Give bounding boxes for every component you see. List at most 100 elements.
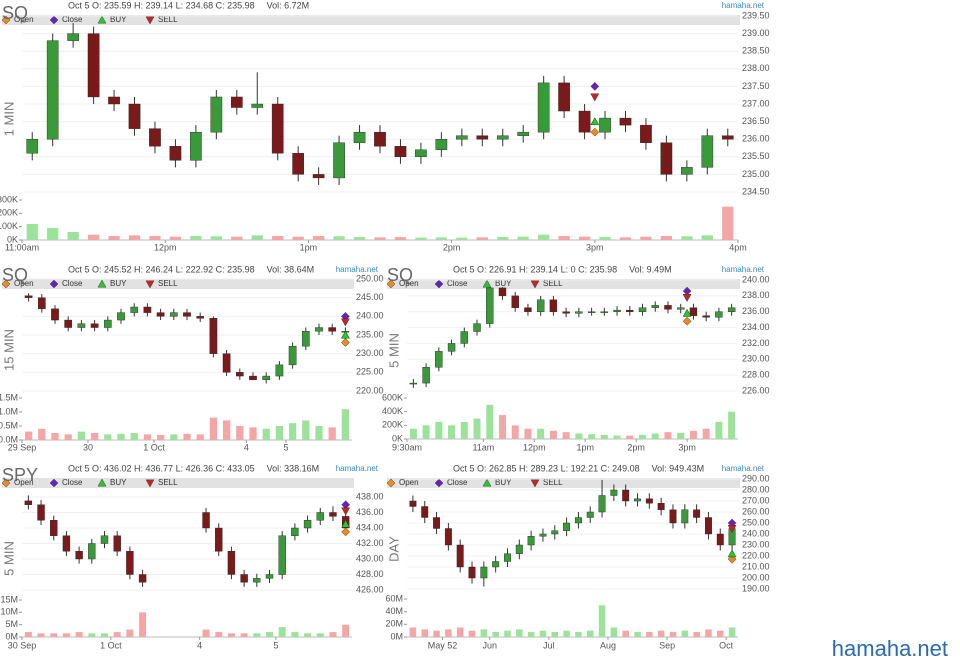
volume-bar <box>480 629 488 637</box>
x-tick-label: May 52 <box>428 640 458 650</box>
volume-bar <box>702 428 710 439</box>
candle-body <box>486 287 494 324</box>
candle-body <box>64 319 73 328</box>
volume-bar <box>456 237 468 240</box>
candle-body <box>46 40 59 140</box>
volume-bar <box>613 435 621 439</box>
volume-bar <box>415 237 427 240</box>
volume-bar <box>128 235 141 240</box>
volume-bar <box>104 434 112 440</box>
candle-body <box>235 372 244 377</box>
volume-bar <box>468 630 476 637</box>
volume-bar <box>651 433 659 439</box>
candle-body <box>515 544 523 555</box>
legend-label: Open <box>14 15 34 24</box>
y-tick-label: 434.00 <box>356 522 384 532</box>
candle-body <box>292 153 304 175</box>
legend-icon <box>530 479 540 488</box>
volume-label: Vol: 38.64M <box>267 264 315 274</box>
candle-body <box>634 498 641 502</box>
signal-open <box>682 316 692 326</box>
y-tick-label: 428.00 <box>356 569 384 579</box>
candle-body <box>253 578 261 583</box>
volume-bar <box>143 434 152 440</box>
volume-bar <box>169 236 182 240</box>
legend-icon <box>49 279 59 289</box>
volume-bar <box>619 237 632 240</box>
volume-bar <box>693 631 700 637</box>
candle-body <box>113 535 121 552</box>
volume-bar <box>511 425 519 439</box>
candle-body <box>638 307 647 312</box>
volume-bar <box>669 631 677 637</box>
candle-body <box>613 309 621 312</box>
signal-close <box>590 82 600 91</box>
candle-body <box>527 536 535 546</box>
volume-tick-label: 0M <box>5 631 18 641</box>
x-tick-label: 4pm <box>729 242 747 252</box>
x-tick-label: Sep <box>659 640 675 650</box>
volume-bar <box>126 629 134 637</box>
x-tick-label: Aug <box>600 640 616 650</box>
chart-header: Oct 5 O: 226.91 H: 239.14 L: 0 C: 235.98 <box>453 264 617 274</box>
volume-bar <box>183 433 191 440</box>
volume-bar <box>222 420 231 440</box>
volume-bar <box>353 237 366 240</box>
y-tick-label: 426.00 <box>356 584 384 594</box>
candle-body <box>88 543 96 560</box>
volume-bar <box>24 632 32 637</box>
candle-body <box>701 135 714 168</box>
x-tick-label: Jun <box>482 640 497 650</box>
candle-body <box>275 364 284 377</box>
x-tick-label: 2pm <box>443 242 461 252</box>
volume-bar <box>600 434 608 439</box>
volume-bar <box>231 236 243 240</box>
volume-tick-label: 20M <box>385 619 403 629</box>
candle-body <box>103 319 112 328</box>
volume-bar <box>240 633 248 637</box>
x-tick-label: 5 <box>273 640 278 650</box>
x-tick-label: 1 Oct <box>100 640 122 650</box>
volume-tick-label: 0.5M <box>0 420 18 430</box>
candle-body <box>517 131 530 136</box>
volume-bar <box>728 411 736 439</box>
volume-bar <box>473 418 481 439</box>
volume-bar <box>486 404 494 439</box>
candle-body <box>456 544 464 568</box>
candle-body <box>622 489 630 502</box>
chart-title: SQ <box>2 265 28 285</box>
legend-label: Close <box>447 279 468 288</box>
legend-label: Open <box>14 478 34 487</box>
candle-body <box>504 553 511 562</box>
x-tick-label: Oct <box>719 640 734 650</box>
candle-body <box>415 149 427 157</box>
x-tick-label: 1 Oct <box>143 442 165 452</box>
volume-bar <box>516 629 523 637</box>
candle-body <box>498 287 507 297</box>
y-tick-label: 270.00 <box>742 495 770 505</box>
candle-body <box>681 167 693 175</box>
y-tick-label: 250.00 <box>742 517 770 527</box>
y-tick-label: 237.00 <box>742 98 770 108</box>
y-tick-label: 230.00 <box>742 354 770 364</box>
candle-body <box>329 512 337 517</box>
volume-bar <box>67 232 79 240</box>
volume-bar <box>551 631 559 637</box>
candle-body <box>149 128 161 147</box>
volume-bar <box>342 624 350 637</box>
y-axis-label: DAY <box>386 536 401 562</box>
volume-bar <box>599 237 611 240</box>
legend-bar <box>2 279 354 289</box>
candle-body <box>473 323 481 332</box>
y-tick-label: 240.00 <box>742 274 770 284</box>
volume-bar <box>313 236 325 240</box>
candle-body <box>37 504 45 521</box>
volume-bar <box>113 632 121 637</box>
legend-label: BUY <box>110 15 127 24</box>
volume-bar <box>328 427 336 440</box>
volume-bar <box>639 434 647 439</box>
volume-bar <box>249 427 257 440</box>
volume-bar <box>130 433 138 440</box>
candle-body <box>640 124 652 143</box>
y-axis-label: 5 MIN <box>386 333 401 368</box>
